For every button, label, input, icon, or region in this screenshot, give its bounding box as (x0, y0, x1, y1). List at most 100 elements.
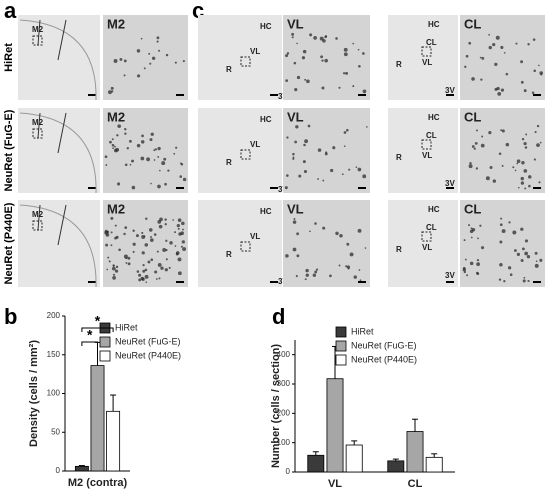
cell-dot (177, 218, 182, 222)
cell-dot (110, 244, 113, 247)
cell-dot (124, 163, 128, 167)
cell-dot (339, 233, 343, 238)
cell-dot (481, 135, 484, 138)
bar (387, 460, 405, 473)
cell-dot (123, 59, 127, 63)
cell-dot (296, 254, 300, 258)
cell-dot (128, 139, 132, 143)
cell-dot (136, 143, 141, 148)
cell-dot (180, 245, 183, 248)
cell-dot (149, 138, 153, 142)
cell-dot (533, 69, 536, 73)
cell-dot (523, 169, 528, 173)
cell-dot (110, 86, 114, 90)
cell-dot (303, 143, 306, 147)
cell-dot (476, 262, 481, 267)
cell-dot (538, 181, 541, 184)
cell-dot (524, 239, 529, 243)
cell-dot (362, 52, 365, 55)
cell-dot (503, 52, 506, 54)
y-axis-label: Density (cells / mm²) (28, 340, 40, 447)
cell-dot (321, 86, 325, 90)
cell-dot (181, 240, 186, 244)
cell-dot (106, 268, 109, 271)
legend-swatch (335, 326, 347, 338)
roi-box (240, 149, 251, 160)
panel-label: d (272, 304, 285, 329)
cell-dot (357, 48, 360, 51)
cell-dot (539, 71, 544, 75)
cell-dot (175, 251, 180, 255)
zoom-label: CL (464, 201, 481, 216)
cell-dot (179, 162, 182, 165)
cell-dot (471, 228, 476, 232)
significance-bracket (81, 327, 114, 332)
cell-dot (149, 62, 152, 65)
y-axis-label: Number (cells / section) (270, 344, 282, 468)
cell-dot (115, 235, 119, 239)
bar (345, 444, 363, 473)
section-label: HC (260, 22, 272, 31)
section-outline (19, 112, 97, 194)
cell-dot (296, 42, 298, 45)
roi-box (421, 139, 432, 150)
cell-dot (362, 174, 367, 179)
cell-dot (305, 273, 309, 277)
cell-dot (498, 278, 502, 281)
cell-dot (505, 142, 510, 147)
cell-dot (520, 80, 524, 84)
cell-dot (523, 276, 526, 279)
cell-dot (104, 155, 108, 159)
cell-dot (141, 231, 144, 235)
cell-dot (140, 140, 145, 144)
cell-dot (157, 156, 160, 158)
cell-dot (132, 242, 136, 246)
cell-dot (324, 58, 328, 63)
cell-dot (127, 262, 131, 266)
cell-dot (500, 88, 505, 92)
cell-dot (332, 146, 336, 150)
zoom-label: VL (287, 16, 304, 31)
section-outline (19, 204, 97, 288)
bar (74, 465, 89, 472)
cell-dot (463, 270, 467, 274)
cell-dot (159, 169, 161, 172)
cell-dot (366, 126, 368, 128)
cell-dot (499, 240, 503, 244)
cell-dot (516, 162, 519, 165)
image-tile (18, 200, 100, 287)
cell-dot (285, 54, 289, 58)
cell-dot (335, 37, 338, 40)
significance-mark: * (87, 327, 93, 343)
section-label: 3V (445, 179, 455, 188)
cell-dot (115, 265, 119, 269)
cell-dot (523, 89, 527, 93)
cell-dot (291, 32, 295, 36)
cell-dot (314, 222, 317, 225)
cell-dot (302, 160, 306, 164)
image-tile (460, 200, 545, 287)
cell-dot (534, 251, 538, 255)
cell-dot (144, 268, 148, 272)
legend-swatch (335, 354, 347, 366)
cell-dot (474, 141, 478, 145)
cell-dot (113, 59, 118, 63)
cell-dot (150, 182, 152, 185)
cell-dot (343, 47, 348, 52)
legend-label: NeuRet (P440E) (351, 354, 417, 364)
y-tick-label: 0 (56, 466, 61, 475)
cell-dot (498, 152, 502, 156)
cell-dot (358, 64, 361, 68)
cell-dot (150, 258, 154, 262)
y-tick-label: 50 (51, 427, 60, 436)
cell-dot (154, 148, 157, 151)
cell-dot (164, 218, 167, 221)
cell-dot (112, 273, 116, 276)
cell-dot (164, 223, 167, 226)
cell-dot (488, 130, 492, 135)
cell-dot (150, 235, 152, 238)
cell-dot (527, 279, 530, 283)
cell-dot (501, 229, 506, 233)
cell-dot (524, 251, 529, 256)
cell-dot (516, 159, 521, 163)
